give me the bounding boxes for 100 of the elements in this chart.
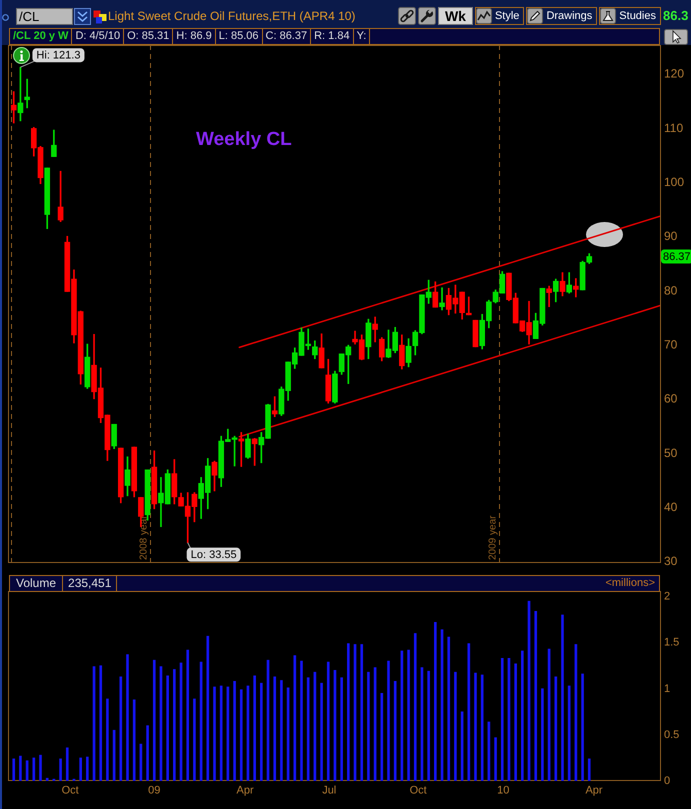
button: Style [474,7,524,25]
bar [186,650,190,781]
bar [488,722,490,781]
bar [260,682,263,781]
bar [286,688,290,781]
bar [367,672,370,781]
bar [106,698,109,781]
bar [39,754,42,781]
ref-line-label: 2009 year [487,514,498,560]
bar [508,658,510,781]
bar [59,758,62,781]
bar [434,622,437,781]
bar [354,644,356,781]
annotation: Hi: 121.3 [36,50,80,62]
x-tick-label: Apr [585,784,603,797]
bar [407,650,410,781]
bar [541,688,544,781]
y-tick-label: 40 [664,500,678,514]
annotation: Lo: 33.55 [190,549,237,562]
y-tick-label: 0.5 [664,728,680,741]
text: D: 4/5/10 [72,29,124,44]
y-tick-label: 2 [664,590,670,603]
bar [568,686,571,781]
bar [347,643,350,781]
y-tick-label: 1.5 [664,636,680,649]
bar [166,676,169,781]
bar [146,725,149,781]
bar [233,681,236,781]
y-tick-label: 1 [664,682,670,695]
bar [86,756,89,781]
bar [140,744,142,781]
y-tick-label: 30 [664,554,678,568]
y-tick-label: 80 [664,283,678,298]
y-axis-title: <millions> [604,576,656,591]
bar [293,655,296,781]
text: C: 86.37 [262,29,312,44]
bar [394,681,397,781]
button: Studies [599,7,661,25]
bar [12,758,16,781]
x-tick-label: 09 [148,784,160,797]
x-tick-label: Jul [322,784,336,797]
bar [226,686,230,781]
bar [32,758,36,781]
bar [467,643,470,781]
annotation: 86.37 [663,251,691,264]
bar [588,758,591,781]
candlestick [439,287,445,310]
bar [440,629,444,781]
bar [220,686,223,781]
bar [180,662,182,781]
bar [19,756,22,781]
y-tick-label: 50 [664,446,678,460]
bar [414,633,417,781]
y-tick-label: 90 [664,229,678,244]
bar [474,672,477,781]
bar [574,644,578,781]
x-tick-label: Oct [410,784,427,797]
y-tick-label: 120 [664,66,684,81]
bar [160,666,162,781]
bar [92,666,96,781]
bar [454,672,457,781]
bar [253,676,256,781]
bar [99,665,102,781]
text: 235,451 [63,576,118,591]
bar [280,680,283,781]
bar [514,664,517,781]
bar [447,636,450,781]
bar [112,730,116,781]
text: H: 86.9 [173,29,216,44]
bar [132,700,136,781]
bar [326,662,330,781]
bar [360,644,364,781]
bar [334,670,336,781]
chart-title: Light Sweet Crude Oil Futures,ETH (APR4 10) [108,8,356,25]
bar [387,660,390,781]
bar [79,758,82,781]
bar [26,760,28,781]
bar [173,669,176,781]
bar [561,614,564,781]
text: O: 85.31 [124,29,174,44]
bar [119,676,122,781]
y-tick-label: 110 [664,120,684,135]
candlestick [18,66,24,122]
bar [420,667,424,781]
bar [46,778,49,781]
bar [66,747,69,781]
ref-line-label: 2008 year [138,514,150,560]
bar [266,660,270,781]
bar [494,737,497,781]
bar [380,693,384,781]
bar [300,660,303,781]
bar [273,676,276,781]
x-tick-label: Oct [62,784,79,797]
bar [200,662,202,781]
button: Drawings [526,7,598,25]
y-tick-label: 0 [664,775,670,788]
bar [213,686,216,781]
bar [152,660,156,781]
bar [400,650,404,781]
x-tick-label: Apr [236,784,254,797]
